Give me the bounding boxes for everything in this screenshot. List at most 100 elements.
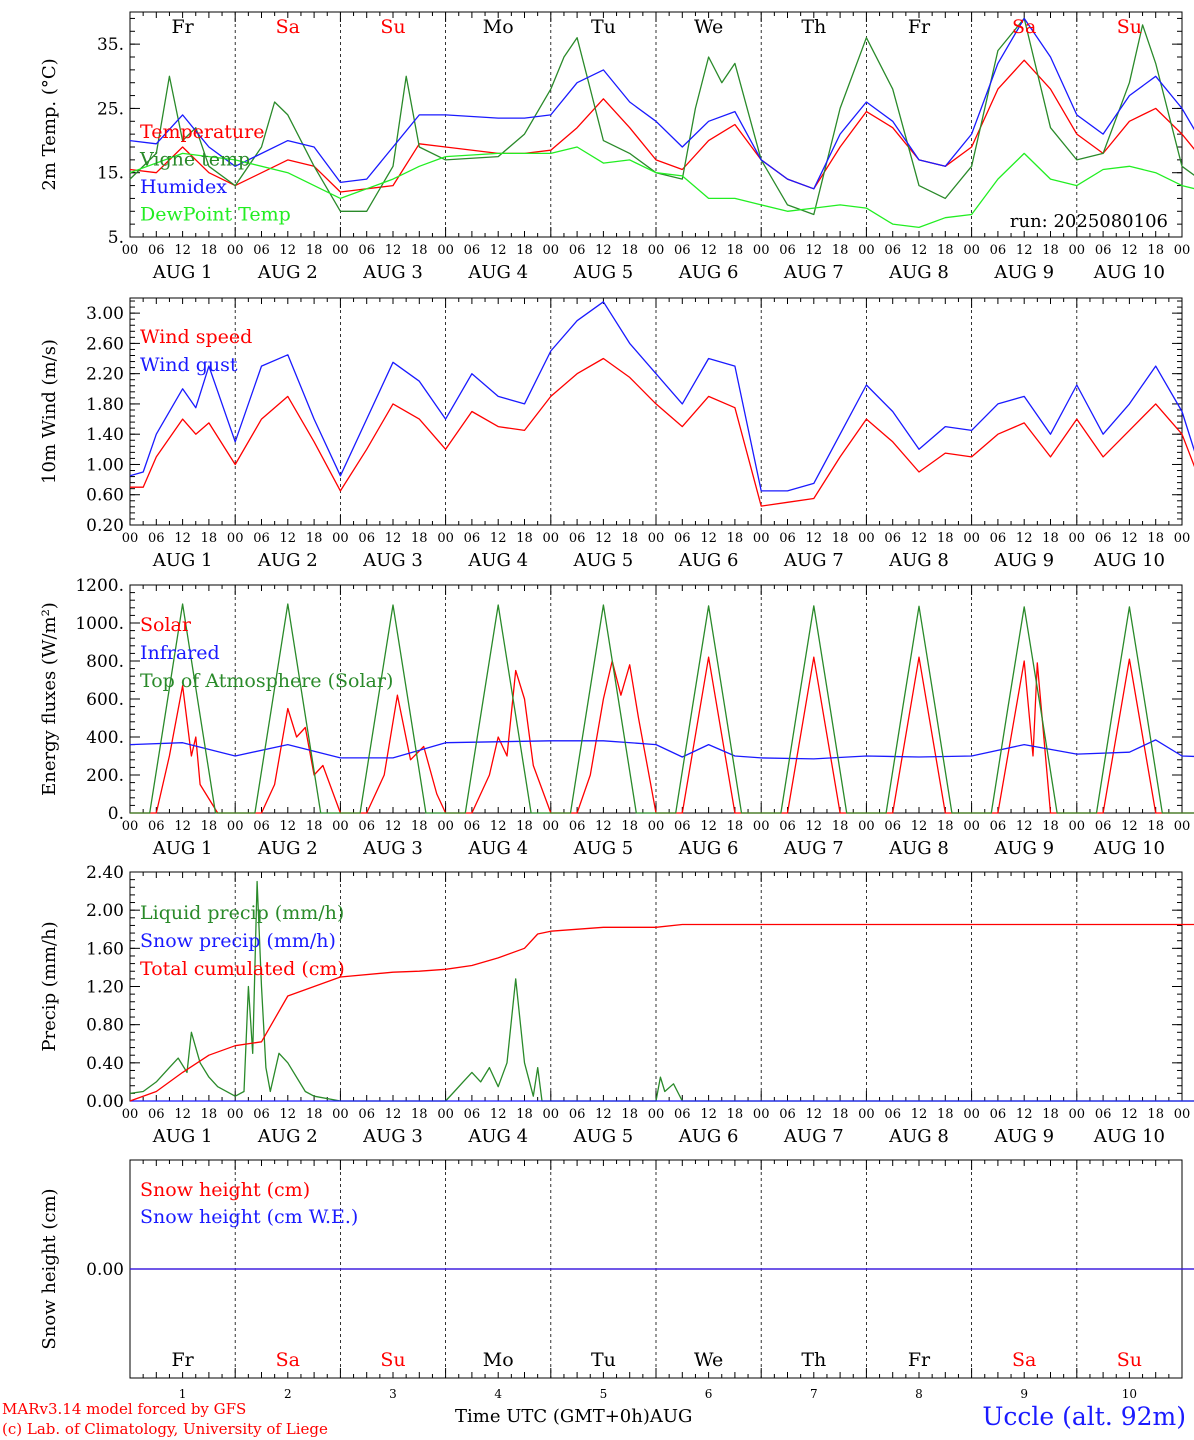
x-date-label: AUG 5 — [573, 262, 634, 283]
day-number-label: 6 — [705, 1387, 713, 1401]
x-date-label: AUG 2 — [257, 550, 318, 571]
x-hour-label: 12 — [174, 243, 191, 258]
x-hour-label: 12 — [280, 531, 297, 546]
x-hour-label: 18 — [937, 243, 954, 258]
y-tick-label: 5. — [108, 228, 124, 248]
legend-entry: Snow precip (mm/h) — [140, 930, 336, 952]
x-hour-label: 18 — [832, 243, 849, 258]
y-tick-label: 1.80 — [86, 395, 124, 415]
series-line — [129, 17, 1194, 190]
legend-entry: Vigne temp — [139, 149, 250, 171]
x-hour-label: 06 — [569, 819, 586, 834]
series-line — [130, 357, 1194, 507]
x-hour-label: 12 — [911, 1107, 928, 1122]
x-hour-label: 00 — [122, 1107, 139, 1122]
x-hour-label: 12 — [1121, 1107, 1138, 1122]
legend-entry: Infrared — [140, 642, 220, 664]
x-hour-label: 18 — [306, 819, 323, 834]
x-hour-label: 12 — [700, 819, 717, 834]
day-of-week-label: Sa — [1012, 16, 1036, 38]
day-of-week-label: We — [694, 1349, 723, 1371]
x-hour-label: 00 — [543, 819, 560, 834]
y-tick-label: 0.00 — [86, 1092, 124, 1112]
x-hour-label: 12 — [490, 819, 507, 834]
x-hour-label: 06 — [253, 531, 270, 546]
x-hour-label: 12 — [1016, 1107, 1033, 1122]
x-hour-label: 06 — [674, 1107, 691, 1122]
x-hour-label: 12 — [490, 531, 507, 546]
y-tick-label: 1.60 — [86, 939, 124, 959]
x-hour-label: 06 — [148, 531, 165, 546]
day-of-week-label: Tu — [591, 16, 616, 38]
day-of-week-label: Th — [801, 1349, 826, 1371]
x-hour-label: 00 — [858, 531, 875, 546]
x-hour-label: 06 — [569, 531, 586, 546]
y-tick-label: 1.20 — [86, 978, 124, 998]
x-date-label: AUG 9 — [993, 262, 1054, 283]
x-hour-label: 12 — [385, 1107, 402, 1122]
x-hour-label: 18 — [1042, 1107, 1059, 1122]
station-name: Uccle (alt. 92m) — [982, 1402, 1186, 1431]
day-of-week-label: Tu — [591, 1349, 616, 1371]
x-date-label: AUG 10 — [1093, 1126, 1165, 1147]
x-date-label: AUG 6 — [678, 550, 739, 571]
x-date-label: AUG 10 — [1093, 838, 1165, 859]
x-hour-label: 12 — [595, 819, 612, 834]
x-hour-label: 00 — [963, 1107, 980, 1122]
x-date-label: AUG 1 — [152, 838, 213, 859]
x-hour-label: 12 — [385, 531, 402, 546]
x-hour-label: 12 — [595, 1107, 612, 1122]
x-hour-label: 00 — [753, 819, 770, 834]
x-date-label: AUG 7 — [783, 550, 844, 571]
x-date-label: AUG 1 — [152, 1126, 213, 1147]
x-hour-label: 18 — [937, 819, 954, 834]
x-hour-label: 18 — [937, 1107, 954, 1122]
x-date-label: AUG 3 — [362, 1126, 423, 1147]
y-tick-label: 400. — [86, 728, 124, 748]
x-hour-label: 06 — [884, 531, 901, 546]
legend-entry: Total cumulated (cm) — [140, 958, 345, 980]
day-number-label: 2 — [284, 1387, 292, 1401]
day-of-week-label: Th — [801, 16, 826, 38]
x-hour-label: 18 — [516, 819, 533, 834]
x-hour-label: 00 — [858, 819, 875, 834]
x-hour-label: 00 — [963, 243, 980, 258]
x-hour-label: 06 — [1095, 819, 1112, 834]
x-date-label: AUG 10 — [1093, 550, 1165, 571]
day-of-week-label: Fr — [908, 16, 931, 38]
legend-entry: Solar — [140, 614, 192, 636]
x-hour-label: 06 — [148, 243, 165, 258]
x-hour-label: 06 — [990, 531, 1007, 546]
x-hour-label: 18 — [1147, 243, 1164, 258]
day-of-week-label: Su — [380, 16, 405, 38]
x-date-label: AUG 5 — [573, 838, 634, 859]
day-number-label: 8 — [915, 1387, 923, 1401]
x-date-label: AUG 6 — [678, 262, 739, 283]
series-line — [130, 656, 1194, 814]
x-hour-label: 12 — [700, 1107, 717, 1122]
y-tick-label: 0.80 — [86, 1016, 124, 1036]
y-tick-label: 0.40 — [86, 1054, 124, 1074]
x-hour-label: 06 — [569, 243, 586, 258]
x-hour-label: 06 — [358, 243, 375, 258]
y-tick-label: 2.40 — [86, 863, 124, 883]
x-hour-label: 06 — [464, 531, 481, 546]
x-date-label: AUG 8 — [888, 838, 949, 859]
x-hour-label: 00 — [753, 531, 770, 546]
x-hour-label: 00 — [122, 819, 139, 834]
x-hour-label: 00 — [1174, 531, 1191, 546]
x-hour-label: 12 — [1121, 819, 1138, 834]
y-tick-label: 2.60 — [86, 334, 124, 354]
x-hour-label: 18 — [727, 819, 744, 834]
x-hour-label: 00 — [332, 819, 349, 834]
x-date-label: AUG 8 — [888, 550, 949, 571]
x-hour-label: 00 — [227, 531, 244, 546]
x-hour-label: 06 — [1095, 1107, 1112, 1122]
x-hour-label: 00 — [858, 243, 875, 258]
x-hour-label: 12 — [174, 819, 191, 834]
x-date-label: AUG 5 — [573, 550, 634, 571]
x-hour-label: 00 — [753, 243, 770, 258]
x-hour-label: 12 — [490, 243, 507, 258]
x-date-label: AUG 1 — [152, 550, 213, 571]
x-hour-label: 12 — [911, 531, 928, 546]
